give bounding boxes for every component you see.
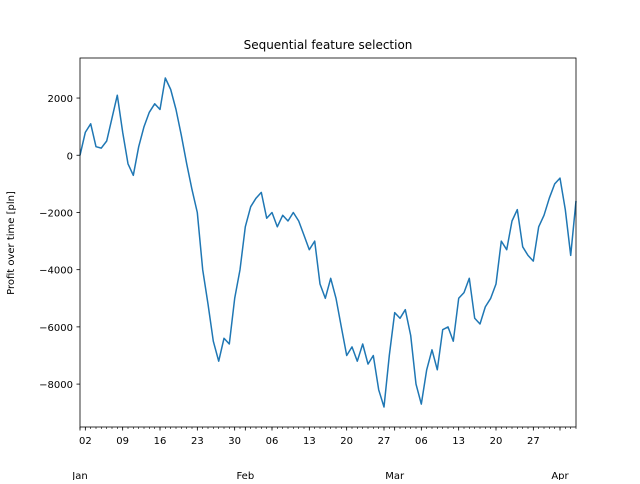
x-week-label: 27 — [378, 436, 391, 447]
x-week-label: 27 — [527, 436, 540, 447]
x-week-label: 30 — [228, 436, 241, 447]
y-tick-label: 2000 — [48, 94, 73, 105]
x-week-label: 13 — [452, 436, 465, 447]
y-tick-label: −6000 — [39, 323, 73, 334]
x-week-label: 16 — [154, 436, 167, 447]
series-line — [79, 77, 577, 408]
x-week-label: 09 — [116, 436, 129, 447]
x-month-label: Mar — [385, 471, 405, 480]
x-week-label: 06 — [266, 436, 279, 447]
x-month-label: Jan — [71, 471, 87, 480]
x-week-label: 13 — [303, 436, 316, 447]
x-month-label: Apr — [551, 471, 569, 480]
x-week-label: 06 — [415, 436, 428, 447]
x-week-label: 20 — [490, 436, 503, 447]
y-axis: 2000 0 −2000 −4000 −6000 −8000 — [39, 94, 80, 391]
x-axis: 02 09 16 23 30 06 13 20 27 06 13 20 27 Jan Feb Mar Apr — [71, 427, 577, 482]
x-week-label: 20 — [340, 436, 353, 447]
plot-frame — [79, 57, 577, 428]
y-tick-label: −4000 — [39, 266, 73, 277]
x-week-label: 23 — [191, 436, 204, 447]
y-tick-label: −2000 — [39, 208, 73, 219]
x-week-label: 02 — [79, 436, 92, 447]
y-tick-label: 0 — [67, 151, 73, 162]
x-month-label: Feb — [236, 471, 254, 480]
y-tick-label: −8000 — [39, 380, 73, 391]
y-axis-label: Profit over time [pln] — [6, 191, 17, 295]
chart-title: Sequential feature selection — [244, 38, 413, 52]
